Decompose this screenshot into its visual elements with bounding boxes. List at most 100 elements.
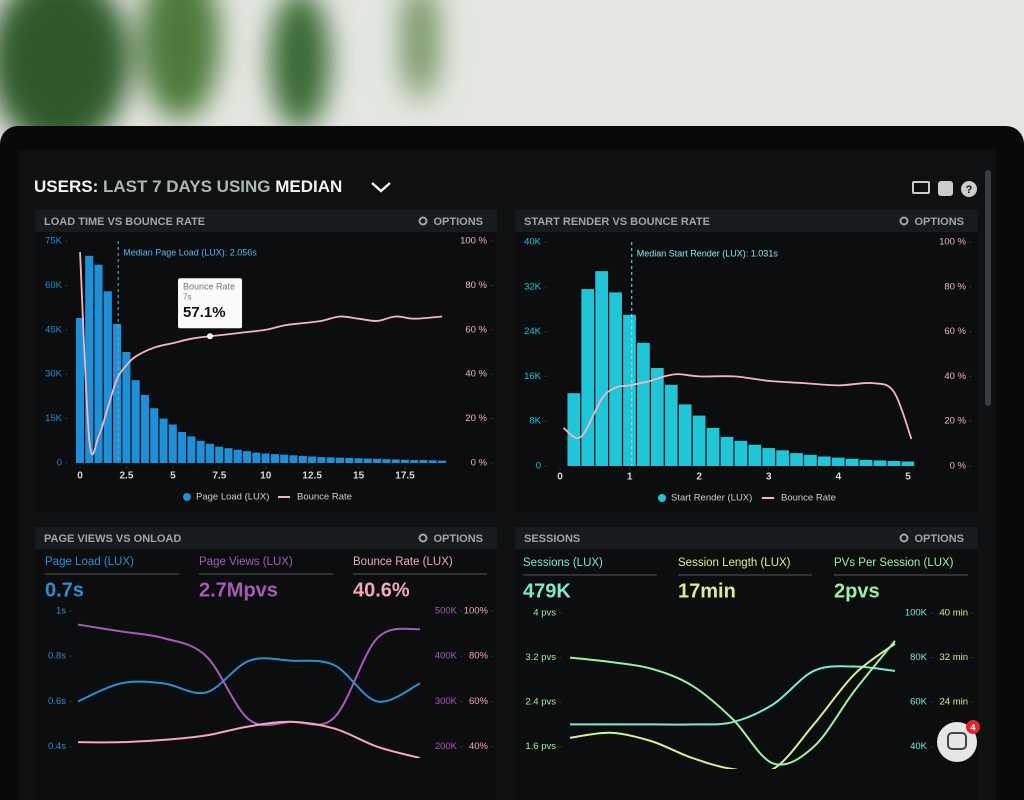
y-tick-label: 0 — [536, 461, 541, 472]
x-tick-label: 12.5 — [302, 471, 322, 482]
options-button[interactable]: OPTIONS — [914, 216, 964, 228]
heading-range[interactable]: LAST 7 DAYS — [103, 177, 212, 196]
y-tick-label: 100K — [905, 608, 928, 619]
y-tick-label: 60K — [910, 697, 928, 708]
kpi-value: 479K — [523, 580, 571, 602]
histogram-bar — [178, 431, 187, 463]
histogram-bar — [335, 457, 344, 463]
histogram-bar — [581, 289, 595, 466]
histogram-bar — [410, 460, 419, 463]
histogram-bar — [94, 264, 103, 463]
histogram-bar — [734, 440, 748, 466]
legend-label[interactable]: Bounce Rate — [781, 493, 836, 504]
panel-title: SESSIONS — [524, 533, 580, 545]
x-tick-label: 3 — [766, 472, 772, 483]
share-icon[interactable] — [938, 181, 953, 196]
series-line — [569, 640, 896, 766]
y-tick-label: 40 min — [939, 608, 968, 619]
histogram-bar — [748, 444, 762, 466]
histogram-bar — [261, 453, 270, 463]
panel-header — [35, 527, 497, 549]
x-tick-label: 5 — [170, 471, 176, 482]
legend-label[interactable]: Page Load (LUX) — [196, 492, 269, 503]
options-button[interactable]: OPTIONS — [433, 216, 483, 228]
histogram-bar — [215, 446, 224, 463]
legend-label[interactable]: Start Render (LUX) — [671, 493, 752, 504]
series-line — [77, 623, 421, 727]
histogram-bar — [224, 448, 233, 463]
y-tick-label: 0 % — [950, 461, 967, 472]
x-tick-label: 10 — [260, 471, 272, 482]
histogram-bar — [706, 427, 720, 466]
y-tick-label: 15K — [45, 413, 63, 424]
kpi-label: Page Views (LUX) — [199, 556, 293, 568]
histogram-bar — [637, 342, 650, 466]
page-heading: USERS: LAST 7 DAYS USING MEDIAN — [34, 177, 342, 196]
histogram-bar — [382, 459, 391, 463]
tooltip-value: 57.1% — [183, 304, 226, 321]
plot-lines — [77, 623, 421, 758]
histogram-bar — [664, 384, 678, 466]
y-tick-label: 4 pvs — [533, 608, 556, 619]
y-tick-label: 100 % — [939, 237, 966, 248]
histogram-bar — [595, 271, 609, 466]
y-tick-label: 400K — [435, 651, 458, 662]
options-gear — [418, 533, 428, 543]
options-button[interactable]: OPTIONS — [914, 533, 964, 545]
series-line — [77, 657, 421, 703]
x-tick-label: 2 — [696, 472, 702, 483]
chart-panel: LOAD TIME VS BOUNCE RATE OPTIONS 0 15K 30K 45… — [35, 210, 497, 512]
scrollbar[interactable] — [985, 170, 991, 406]
histogram-bar — [159, 418, 168, 463]
legend-swatch — [183, 493, 191, 501]
y-tick-label: 0.8s — [48, 651, 66, 662]
histogram-bar — [140, 394, 149, 463]
options-button[interactable]: OPTIONS — [433, 533, 483, 545]
x-tick-label: 7.5 — [212, 471, 226, 482]
histogram-bar — [873, 460, 887, 466]
y-tick-label: 8K — [529, 416, 541, 427]
histogram-bar — [85, 255, 94, 463]
y-tick-label: 20 % — [944, 416, 966, 427]
y-tick-label: 60 % — [465, 324, 487, 335]
plant-blur — [0, 0, 440, 150]
kpi-value: 17min — [678, 580, 736, 602]
kpi-label: Bounce Rate (LUX) — [353, 556, 453, 568]
histogram-bar — [831, 457, 845, 466]
kpi-value: 2.7Mpvs — [199, 579, 278, 601]
tooltip-x: 7s — [183, 292, 191, 301]
help-icon[interactable] — [961, 181, 977, 197]
histogram-bar — [122, 352, 131, 463]
y-tick-label: 40K — [910, 741, 928, 752]
histogram-bar — [326, 457, 335, 463]
histogram-bar — [720, 436, 734, 466]
series-line — [79, 252, 443, 456]
kpi-label: Page Load (LUX) — [45, 556, 134, 568]
heading-users: USERS: — [34, 177, 98, 196]
y-tick-label: 32K — [524, 281, 542, 292]
series-line — [77, 720, 421, 758]
y-tick-label: 60K — [45, 280, 63, 291]
chart-panel: SESSIONS OPTIONS 4 pvs 3.2 pvs 2.4 pvs 1.6 pv… — [515, 527, 978, 800]
dropdown-chevron[interactable] — [371, 182, 391, 193]
charts: LOAD TIME VS BOUNCE RATE OPTIONS015K30K45… — [35, 210, 978, 800]
panel-title: PAGE VIEWS VS ONLOAD — [44, 533, 181, 545]
histogram-bar — [859, 459, 873, 466]
heading-stat[interactable]: MEDIAN — [275, 177, 342, 196]
plot-lines — [569, 640, 896, 769]
chart-panel: PAGE VIEWS VS ONLOAD OPTIONS 1s 0.8s 0.6s 0.4… — [35, 527, 497, 800]
histogram-bar — [887, 460, 901, 466]
histogram-bar — [428, 460, 437, 463]
x-tick-label: 4 — [836, 472, 842, 483]
y-tick-label: 300K — [435, 696, 458, 707]
y-tick-label: 0.6s — [48, 696, 66, 707]
y-tick-label: 32 min — [939, 652, 968, 663]
y-tick-label: 0 % — [471, 458, 488, 469]
histogram-bar — [419, 460, 428, 463]
chat-button[interactable] — [937, 722, 977, 762]
legend-label[interactable]: Bounce Rate — [297, 492, 352, 503]
monitor-icon[interactable] — [912, 181, 930, 194]
histogram-bar — [205, 443, 214, 463]
series-line — [570, 665, 896, 726]
kpi-value: 2pvs — [834, 580, 880, 602]
